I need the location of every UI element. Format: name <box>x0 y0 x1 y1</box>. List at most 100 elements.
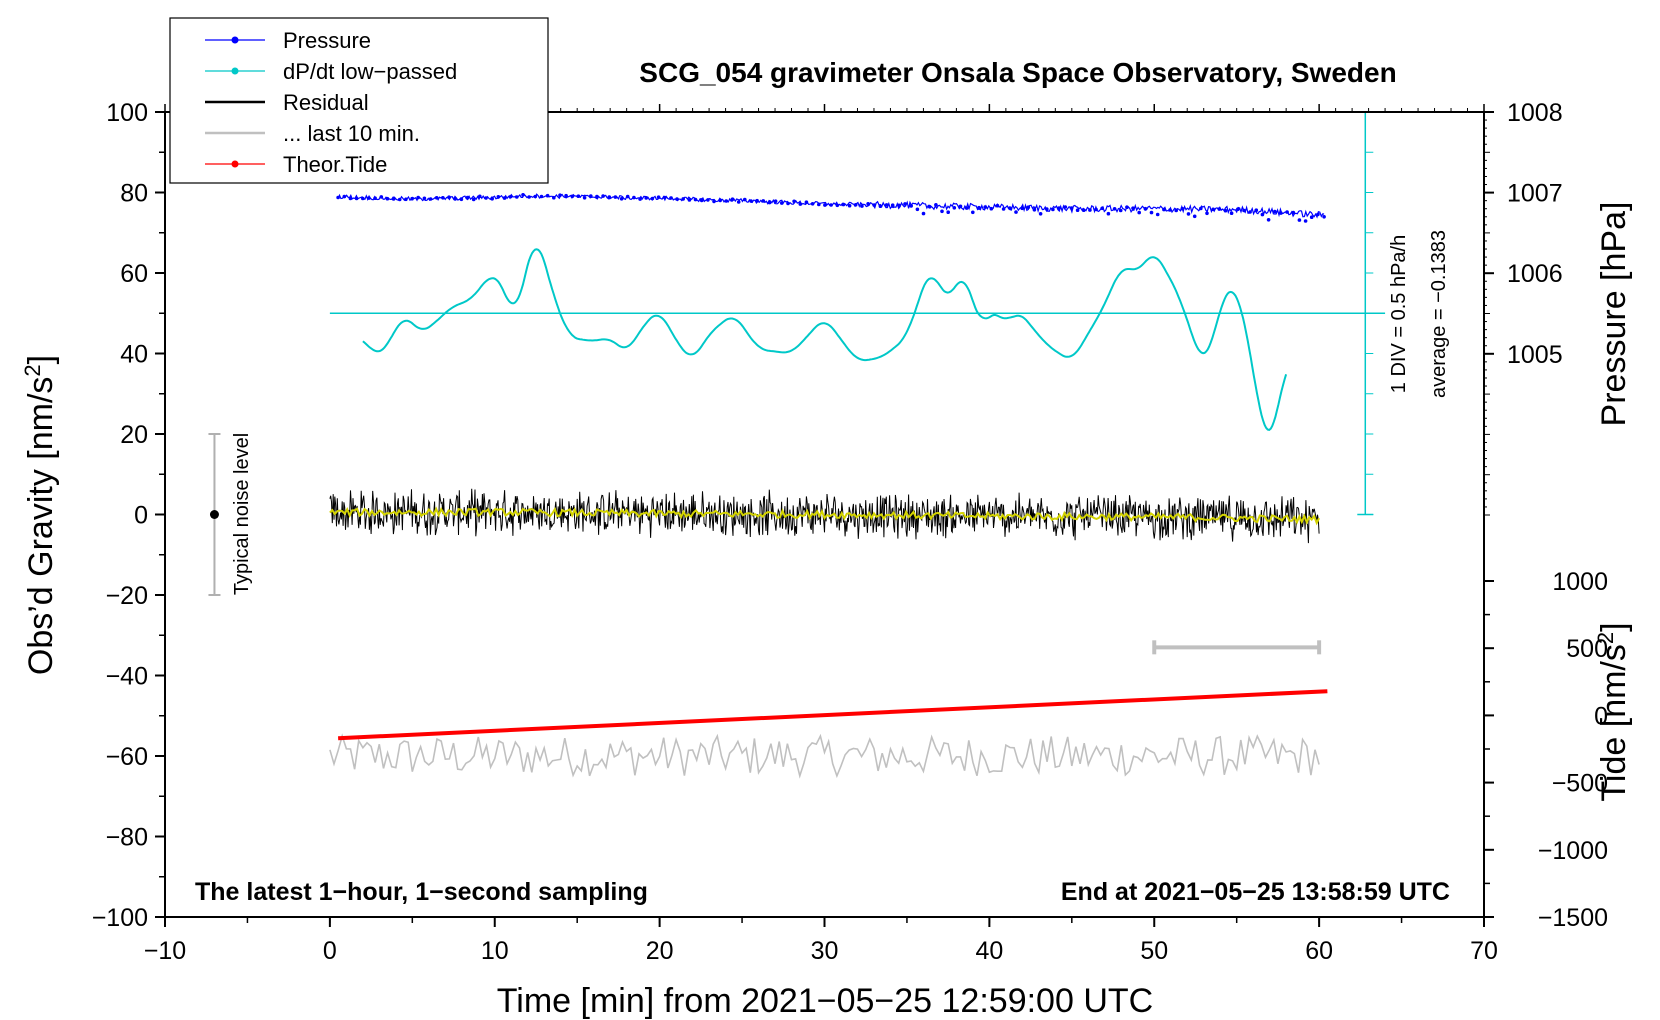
pressure-point <box>447 195 451 199</box>
theor-tide-series <box>338 689 1328 741</box>
pressure-point <box>817 202 821 207</box>
pressure-point <box>761 199 766 203</box>
pressure-point <box>484 196 488 200</box>
pressure-point <box>361 196 365 201</box>
y-tick-label: −100 <box>92 904 148 932</box>
pressure-point <box>878 204 883 208</box>
legend-label: Residual <box>283 90 369 115</box>
pressure-point <box>336 195 340 200</box>
sampling-note: The latest 1−hour, 1−second sampling <box>195 878 648 906</box>
pressure-point <box>632 195 636 200</box>
pressure-point <box>465 195 470 200</box>
tide-tick-label: −500 <box>1552 770 1608 798</box>
pressure-point <box>1100 206 1104 211</box>
pressure-point <box>1069 206 1074 210</box>
pressure-point <box>1014 210 1018 214</box>
y-axis-title-left: Obs’d Gravity [nm/s2] <box>20 355 60 675</box>
pressure-point <box>971 210 975 215</box>
pressure-point <box>354 196 359 201</box>
pressure-point <box>589 194 593 198</box>
pressure-point <box>595 194 599 199</box>
pressure-point <box>471 197 476 202</box>
pressure-point <box>693 197 698 202</box>
legend-label: Pressure <box>283 28 371 53</box>
pressure-point <box>847 203 852 208</box>
noise-bar-center-dot <box>209 510 219 519</box>
pressure-point <box>860 204 864 208</box>
pressure-point <box>1266 218 1271 222</box>
pressure-point <box>1155 212 1160 217</box>
x-tick-label: 70 <box>1470 937 1498 965</box>
dpdt-div-label: 1 DIV = 0.5 hPa/h <box>1388 235 1410 393</box>
pressure-point <box>798 202 803 206</box>
pressure-point <box>656 195 661 199</box>
x-tick-label: 0 <box>323 937 337 965</box>
pressure-tick-label: 1005 <box>1507 341 1563 369</box>
pressure-point <box>545 193 550 198</box>
pressure-point <box>927 205 932 209</box>
pressure-point <box>866 202 870 206</box>
pressure-point <box>1285 210 1289 214</box>
y-tick-label: −20 <box>106 582 148 610</box>
pressure-point <box>749 199 753 203</box>
pressure-point <box>1291 210 1296 215</box>
y-tick-label: 80 <box>120 180 148 208</box>
pressure-point <box>1273 209 1277 214</box>
pressure-point <box>1211 207 1215 212</box>
series-layer <box>208 193 1328 779</box>
pressure-point <box>410 196 414 201</box>
pressure-point <box>1075 208 1080 212</box>
pressure-point <box>601 194 605 198</box>
y-axis-title-left-sup: 2 <box>20 364 45 376</box>
pressure-tick-label: 1008 <box>1507 99 1563 127</box>
pressure-point <box>379 195 384 199</box>
pressure-point <box>638 197 642 201</box>
pressure-point <box>1026 205 1031 209</box>
pressure-point <box>1051 207 1055 212</box>
pressure-point <box>989 206 994 211</box>
end-time-note: End at 2021−05−25 13:58:59 UTC <box>1061 878 1450 906</box>
pressure-point <box>1248 210 1252 214</box>
pressure-tick-label: 1006 <box>1507 260 1563 288</box>
pressure-point <box>897 203 901 208</box>
pressure-point <box>1254 208 1259 212</box>
pressure-point <box>1081 208 1086 212</box>
pressure-point <box>1168 208 1172 212</box>
pressure-point <box>823 203 827 207</box>
pressure-point <box>1316 212 1320 217</box>
pressure-point <box>736 200 741 204</box>
pressure-point <box>1106 211 1111 216</box>
pressure-point <box>570 194 575 199</box>
pressure-point <box>1180 206 1185 211</box>
pressure-point <box>1088 208 1092 212</box>
pressure-point <box>441 196 445 200</box>
pressure-point <box>841 202 846 207</box>
pressure-point <box>478 194 482 199</box>
tide-tick-label: 500 <box>1566 635 1608 663</box>
pressure-point <box>422 196 427 201</box>
y-tick-label: −60 <box>106 743 148 771</box>
pressure-point <box>613 195 618 199</box>
y-tick-label: 40 <box>120 341 148 369</box>
x-tick-label: 30 <box>811 937 839 965</box>
pressure-point <box>404 197 408 202</box>
y-axis-title-tide: Tide [nm/s2] <box>1593 622 1633 801</box>
pressure-point <box>767 200 772 205</box>
pressure-point <box>1217 207 1222 211</box>
pressure-point <box>453 197 458 201</box>
pressure-point <box>644 196 648 200</box>
pressure-point <box>724 199 729 203</box>
pressure-point <box>958 204 963 209</box>
y-axis-title-left-main: Obs’d Gravity [nm/s <box>22 377 60 676</box>
pressure-point <box>1008 206 1012 210</box>
pressure-point <box>1229 211 1234 215</box>
pressure-point <box>1205 211 1209 216</box>
pressure-point <box>712 199 716 204</box>
pressure-point <box>995 203 1000 208</box>
pressure-point <box>706 198 710 202</box>
pressure-point <box>552 195 556 200</box>
x-tick-label: 40 <box>975 937 1003 965</box>
pressure-point <box>921 211 926 216</box>
legend-box <box>169 17 549 184</box>
pressure-point <box>459 197 464 202</box>
